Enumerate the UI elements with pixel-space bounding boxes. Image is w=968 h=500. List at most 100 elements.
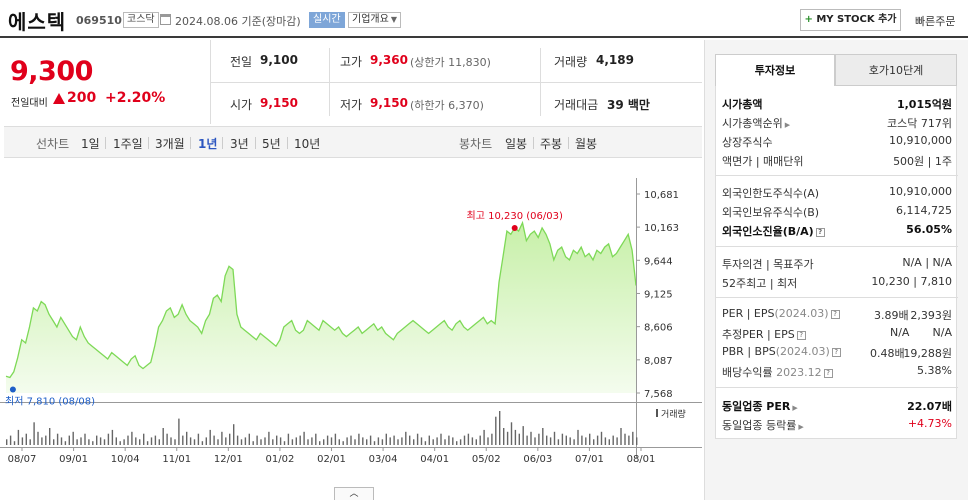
volume-bar bbox=[295, 437, 297, 445]
volume-bar bbox=[21, 437, 24, 445]
chevron-up-icon: ︿ bbox=[349, 489, 359, 499]
info-row: PER | EPS(2024.03)? 3.89배 2,393원 bbox=[722, 307, 952, 323]
volume-bar bbox=[283, 441, 286, 445]
per-period: (2024.03) bbox=[774, 307, 829, 320]
line-chart-label: 선차트 bbox=[36, 137, 70, 151]
volume-bar bbox=[409, 435, 411, 445]
est-eps-value: N/A bbox=[932, 326, 952, 339]
tab-10y[interactable]: 10년 bbox=[294, 137, 321, 151]
opinion-label: 투자의견 | 목표주가 bbox=[722, 258, 814, 271]
tab-5y[interactable]: 5년 bbox=[262, 137, 281, 151]
volume-bar bbox=[49, 428, 51, 445]
tab-orderbook[interactable]: 호가10단계 bbox=[835, 54, 957, 86]
opinion-value: N/A | N/A bbox=[902, 256, 952, 269]
volume-bar bbox=[624, 433, 626, 445]
volume-bar bbox=[479, 435, 481, 445]
volume-bar bbox=[483, 429, 485, 445]
x-tick-label: 08/01 bbox=[627, 454, 656, 465]
per-label: PER | EPS bbox=[722, 307, 775, 320]
volume-bar bbox=[33, 422, 35, 445]
volume-bar bbox=[581, 435, 583, 445]
divider bbox=[716, 246, 958, 247]
company-info-dropdown[interactable]: 기업개요 ▼ bbox=[348, 12, 401, 28]
volume-bar bbox=[186, 431, 188, 445]
help-icon[interactable]: ? bbox=[830, 310, 840, 319]
info-row[interactable]: 시가총액순위 ▶ 코스닥 717위 bbox=[722, 115, 952, 131]
volume-bar bbox=[542, 428, 544, 445]
help-icon[interactable]: ? bbox=[823, 369, 833, 378]
volume-bar bbox=[495, 416, 497, 445]
price-chart[interactable]: 10,681 10,163 9,644 9,125 8,606 8,087 7,568 최고… bbox=[0, 158, 702, 487]
stock-header: 에스텍 069510 코스닥 2024.08.06 기준(장마감) 실시간 기업… bbox=[0, 0, 968, 38]
tab-weekly[interactable]: 주봉 bbox=[540, 137, 563, 151]
add-mystock-button[interactable]: + MY STOCK 추가 bbox=[800, 9, 901, 31]
caret-right-icon: ▶ bbox=[784, 121, 791, 129]
volume-bar bbox=[526, 435, 528, 445]
volume-bar bbox=[170, 437, 172, 445]
info-row[interactable]: 동일업종 등락률 ▶ +4.73% bbox=[722, 417, 952, 433]
help-icon[interactable]: ? bbox=[815, 228, 825, 237]
info-row[interactable]: 동일업종 PER ▶ 22.07배 bbox=[722, 398, 952, 414]
volume-bar bbox=[432, 439, 434, 445]
tab-1y[interactable]: 1년 bbox=[198, 137, 218, 151]
realtime-button[interactable]: 실시간 bbox=[309, 12, 345, 28]
y-tick-label: 8,606 bbox=[644, 323, 673, 334]
volume-bar bbox=[608, 439, 610, 445]
open-value: 9,150 bbox=[260, 96, 298, 110]
volume-bar bbox=[56, 433, 59, 445]
pbr-period: (2024.03) bbox=[775, 345, 830, 358]
volume-bar bbox=[416, 433, 419, 445]
tab-3m[interactable]: 3개월 bbox=[155, 137, 185, 151]
volume-value: 4,189 bbox=[596, 53, 634, 67]
divider bbox=[255, 137, 256, 149]
volume-bar bbox=[499, 411, 501, 445]
volume-bar bbox=[111, 429, 114, 445]
foreign-limit-value: 10,910,000 bbox=[889, 185, 952, 198]
tab-3y[interactable]: 3년 bbox=[230, 137, 249, 151]
volume-bar bbox=[213, 435, 215, 445]
volume-bar bbox=[557, 439, 560, 445]
volume-bar bbox=[561, 433, 564, 445]
price-line bbox=[5, 220, 637, 379]
volume-bar bbox=[420, 437, 423, 445]
volume-bar bbox=[45, 435, 47, 445]
volume-bar bbox=[299, 435, 301, 445]
tab-investment-info[interactable]: 투자정보 bbox=[715, 54, 835, 86]
volume-bar bbox=[76, 439, 78, 445]
help-icon[interactable]: ? bbox=[796, 331, 806, 340]
change-label: 전일대비 bbox=[11, 98, 48, 109]
volume-bar bbox=[475, 439, 477, 445]
trade-amount-value: 39 백만 bbox=[607, 98, 650, 112]
quick-order-link[interactable]: 빠른주문 bbox=[915, 15, 956, 28]
volume-bar bbox=[244, 437, 247, 445]
volume-bar bbox=[233, 424, 235, 445]
volume-bar bbox=[589, 433, 591, 445]
volume-bar bbox=[373, 441, 376, 445]
info-row: 배당수익률 2023.12? 5.38% bbox=[722, 364, 952, 380]
calendar-icon bbox=[160, 14, 171, 25]
help-icon[interactable]: ? bbox=[831, 348, 841, 357]
tab-1w[interactable]: 1주일 bbox=[113, 137, 143, 151]
up-arrow-icon bbox=[53, 93, 65, 104]
volume-bar bbox=[612, 435, 614, 445]
volume-bar bbox=[534, 437, 536, 445]
tab-monthly[interactable]: 월봉 bbox=[575, 137, 598, 151]
divider bbox=[716, 297, 958, 298]
dividend-period: 2023.12 bbox=[776, 366, 822, 379]
volume-bar bbox=[522, 426, 524, 445]
info-table: 시가총액 1,015억원 시가총액순위 ▶ 코스닥 717위 상장주식수 10,910,… bbox=[715, 86, 958, 439]
volume-bar bbox=[303, 431, 305, 445]
expand-chart-button[interactable]: ︿ bbox=[334, 487, 374, 500]
volume-bar bbox=[6, 439, 8, 445]
volume-bar bbox=[338, 439, 340, 445]
rank-value: 코스닥 717위 bbox=[887, 117, 952, 130]
tab-1d[interactable]: 1일 bbox=[81, 137, 100, 151]
week52-value: 10,230 | 7,810 bbox=[871, 275, 952, 288]
tab-daily[interactable]: 일봉 bbox=[505, 137, 528, 151]
volume-bar bbox=[143, 433, 145, 445]
volume-bar bbox=[569, 437, 571, 445]
volume-bar bbox=[620, 428, 622, 445]
eps-value: 2,393원 bbox=[910, 309, 952, 322]
volume-bar bbox=[440, 433, 442, 445]
volume-bar bbox=[197, 433, 200, 445]
